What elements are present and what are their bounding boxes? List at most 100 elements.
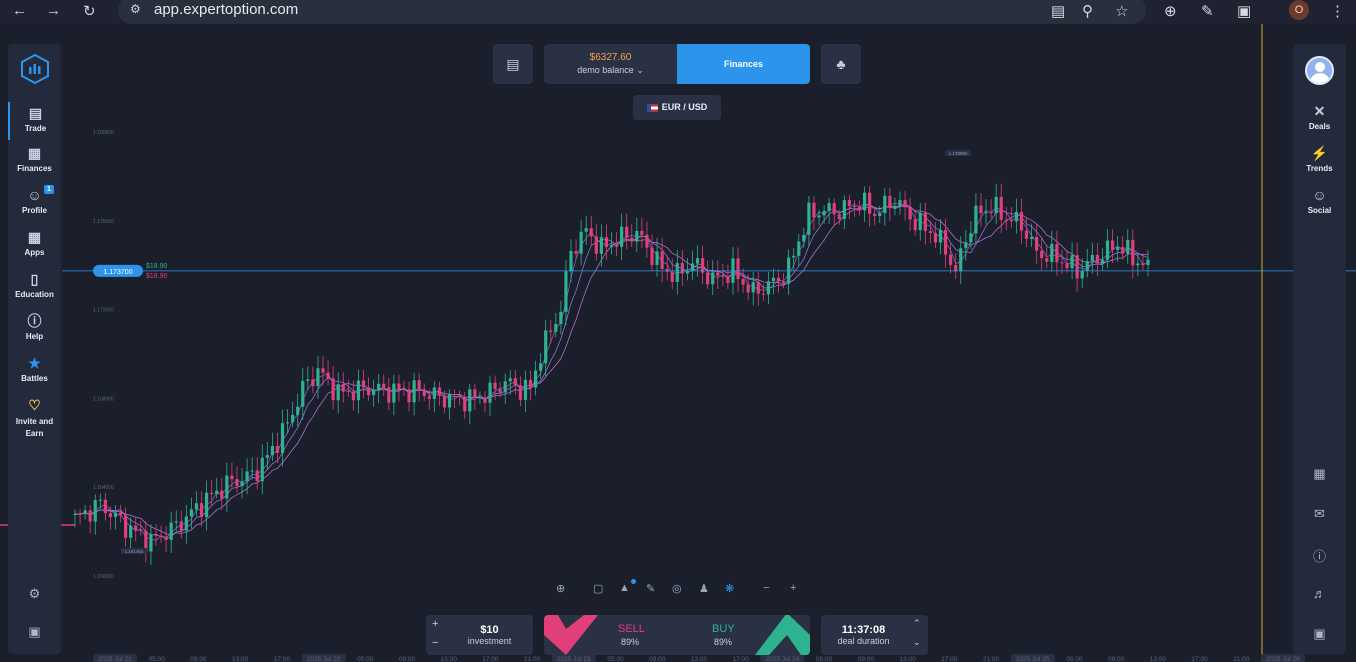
- profile-avatar[interactable]: O: [1289, 0, 1309, 20]
- candle: [706, 272, 710, 285]
- finances-button[interactable]: Finances: [677, 44, 810, 84]
- candle: [463, 396, 467, 412]
- target-icon[interactable]: ◎: [672, 583, 682, 595]
- layout-icon[interactable]: ▦: [1313, 466, 1326, 481]
- sidebar-item-social[interactable]: ☺ Social: [1293, 186, 1346, 215]
- sidebar-item-education[interactable]: ▯ Education: [8, 270, 61, 299]
- person-icon[interactable]: ♟: [699, 583, 709, 595]
- x-tick-date-box: [760, 654, 805, 662]
- sound-icon[interactable]: ♬: [1313, 586, 1326, 601]
- x-tick-label: 2025 Jul 22: [307, 656, 341, 662]
- crosshair-icon[interactable]: ⊕: [556, 583, 566, 595]
- sidebar-item-finances[interactable]: ▦ Finances: [8, 144, 61, 173]
- pencil-icon[interactable]: ✎: [646, 583, 656, 595]
- candle: [761, 293, 765, 295]
- x-tick-label: 17:00: [941, 656, 958, 662]
- investment-control[interactable]: + − $10 investment: [426, 615, 533, 655]
- candle: [1014, 211, 1019, 222]
- back-icon[interactable]: ←: [12, 2, 27, 19]
- sidebar-item-apps[interactable]: ▦ Apps: [8, 228, 61, 257]
- forward-icon[interactable]: →: [46, 2, 61, 19]
- candle: [280, 423, 285, 454]
- candle: [1065, 263, 1069, 269]
- duration-value[interactable]: 11:37:08: [841, 624, 886, 636]
- candle: [736, 258, 740, 280]
- sidebar-item-trade[interactable]: ▤ Trade: [8, 102, 61, 140]
- candle: [933, 233, 938, 243]
- indicators-icon[interactable]: ▢: [593, 583, 604, 595]
- site-info-icon[interactable]: ⚙: [130, 2, 141, 16]
- candle: [73, 513, 77, 515]
- candle: [1060, 262, 1064, 264]
- candle: [873, 213, 877, 216]
- expertoption-logo-icon[interactable]: [20, 54, 50, 84]
- zoom-in-icon[interactable]: +: [790, 582, 797, 594]
- candle: [1116, 247, 1120, 250]
- sell-arrow-icon: [544, 615, 598, 655]
- candle: [372, 390, 376, 396]
- x-tick-label: 13:00: [1150, 656, 1167, 662]
- sidebar-item-profile[interactable]: ☺ 1 Profile: [8, 185, 61, 215]
- star-icon[interactable]: ☆: [1115, 3, 1129, 20]
- settings-asterisk-icon[interactable]: ❋: [725, 583, 735, 595]
- gear-icon[interactable]: ⚙: [28, 586, 41, 601]
- candle: [726, 276, 730, 283]
- candle: [301, 380, 305, 407]
- balance-selector[interactable]: $6327.60 demo balance ⌄: [544, 44, 677, 84]
- sidebar-item-label: Help: [25, 332, 44, 341]
- candle: [210, 492, 214, 495]
- candle: [549, 330, 553, 332]
- candle: [377, 383, 381, 391]
- candle: [124, 515, 128, 538]
- menu-icon[interactable]: ⋮: [1330, 3, 1345, 20]
- install-icon[interactable]: ▤: [1051, 3, 1066, 20]
- candle: [427, 396, 431, 399]
- chevron-down-icon[interactable]: ⌄: [913, 637, 921, 647]
- increase-investment-button[interactable]: +: [432, 618, 439, 630]
- candle: [488, 382, 492, 403]
- sidebar-item-deals[interactable]: ✕ Deals: [1293, 102, 1346, 131]
- x-tick-label: 2025 Jul 24: [766, 656, 800, 662]
- asset-selector[interactable]: EUR / USD: [633, 95, 721, 120]
- user-avatar[interactable]: [1305, 56, 1334, 85]
- sidebar-item-trends[interactable]: ⚡ Trends: [1293, 144, 1346, 173]
- add-icon[interactable]: ⊕: [1164, 3, 1177, 20]
- candle: [928, 231, 932, 234]
- sidebar-item-battles[interactable]: ★ Battles: [8, 354, 61, 383]
- high-label: 1.178880: [949, 151, 968, 156]
- battles-button[interactable]: ♣: [821, 44, 861, 84]
- y-tick-label: 1.180000: [93, 130, 114, 136]
- sidebar-item-label: Trends: [1306, 164, 1333, 173]
- sidebar-item-help[interactable]: ⓘ Help: [8, 312, 61, 341]
- decrease-investment-button[interactable]: −: [432, 637, 439, 649]
- sidebar-item-label: Invite and: [15, 417, 54, 426]
- candle: [346, 391, 350, 393]
- reload-icon[interactable]: ↻: [83, 3, 96, 20]
- candle: [999, 196, 1003, 220]
- candle: [83, 510, 87, 515]
- trading-app: 1.180000 1.176000 1.172000 1.168000 1.164000…: [0, 24, 1356, 662]
- price-chart[interactable]: 1.180000 1.176000 1.172000 1.168000 1.164000…: [0, 24, 1356, 662]
- wallet-button[interactable]: ▤: [493, 44, 533, 84]
- sell-button[interactable]: SELL 89%: [544, 615, 677, 655]
- candle: [493, 382, 497, 390]
- investment-value[interactable]: $10: [480, 624, 499, 636]
- sidebar-item-invite[interactable]: ♡ Invite and Earn: [8, 396, 61, 440]
- buy-button[interactable]: BUY 89%: [677, 615, 810, 655]
- zoom-icon[interactable]: ⚲: [1082, 3, 1093, 20]
- collapse-icon[interactable]: ▣: [28, 624, 41, 639]
- chat-icon[interactable]: ✉: [1314, 506, 1325, 521]
- question-icon[interactable]: ⓘ: [1312, 549, 1326, 564]
- url-text[interactable]: app.expertoption.com: [154, 1, 299, 18]
- fullscreen-icon[interactable]: ▣: [1313, 626, 1326, 641]
- eyedropper-icon[interactable]: ✎: [1201, 3, 1214, 20]
- candle: [650, 247, 654, 266]
- zoom-out-icon[interactable]: −: [763, 582, 770, 594]
- extensions-icon[interactable]: ▣: [1237, 3, 1252, 20]
- candle: [1136, 263, 1140, 266]
- candle: [964, 242, 968, 249]
- chevron-up-icon[interactable]: ⌃: [913, 618, 921, 628]
- duration-control[interactable]: 11:37:08 deal duration ⌃ ⌄: [821, 615, 928, 655]
- address-bar[interactable]: ⚙ app.expertoption.com: [118, 0, 1146, 24]
- drawing-icon[interactable]: ▲: [619, 582, 630, 594]
